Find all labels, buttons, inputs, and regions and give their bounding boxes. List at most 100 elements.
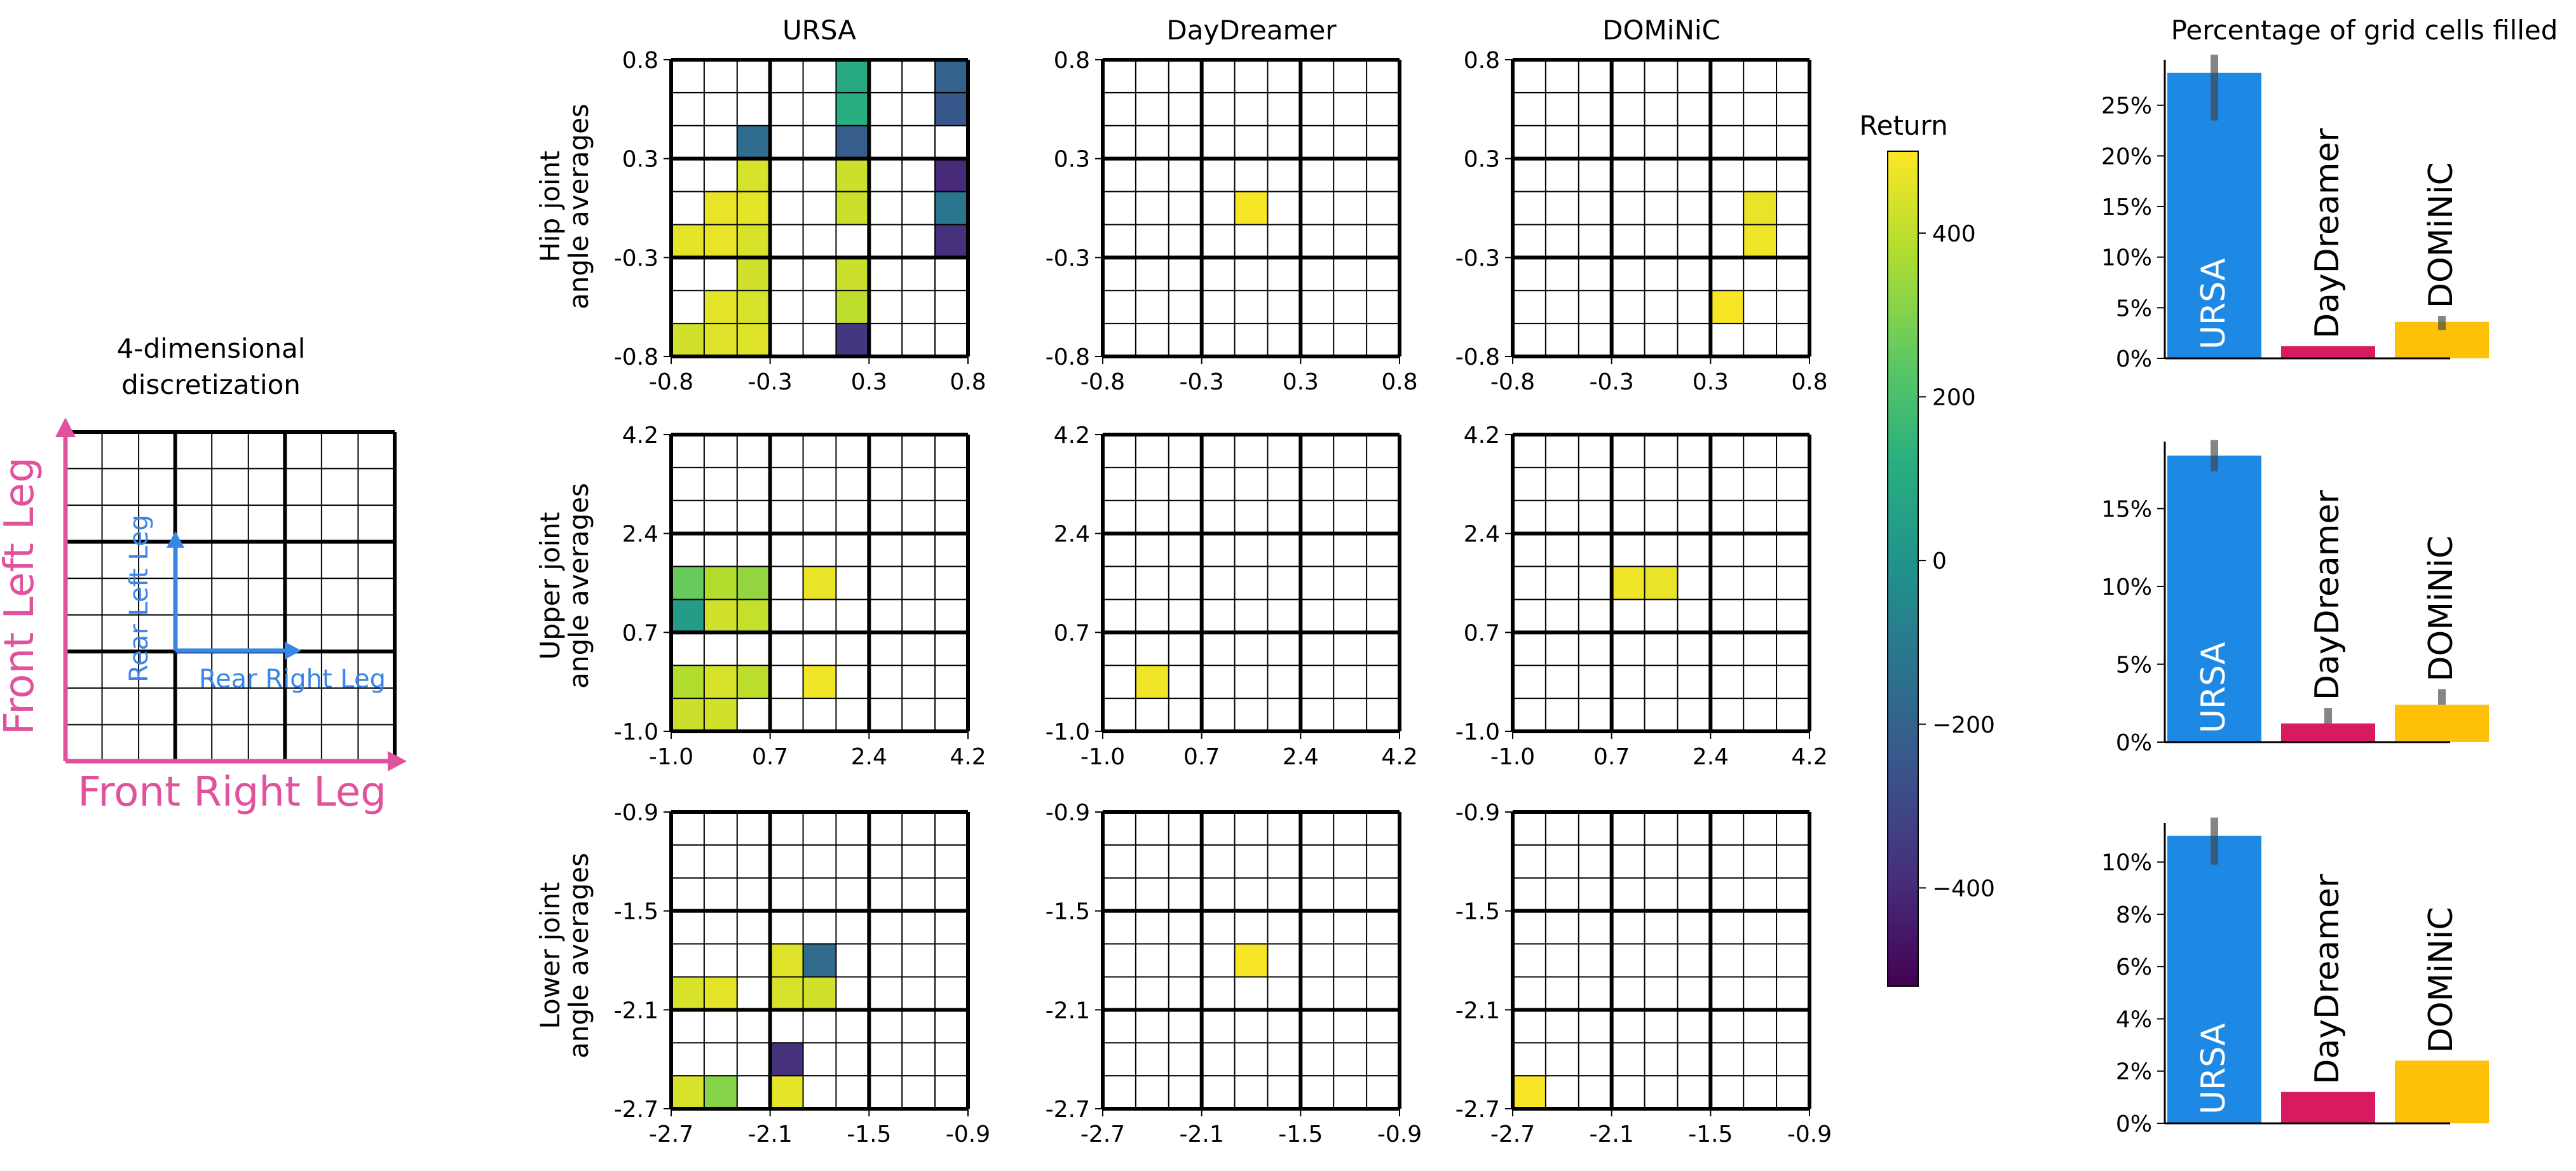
heatmap-cell — [935, 158, 968, 192]
x-tick-label: 0.7 — [1183, 744, 1220, 770]
y-tick-label: -0.9 — [614, 800, 658, 826]
heatmap-cell — [737, 599, 770, 633]
bar — [2281, 723, 2375, 742]
heatmap-cell — [737, 224, 770, 258]
bar — [2395, 705, 2489, 742]
bar-label: URSA — [2195, 1023, 2233, 1114]
front-left-leg-label: Front Left Leg — [0, 457, 43, 735]
y-tick-label: 0.8 — [1054, 48, 1090, 74]
x-tick-label: -2.1 — [1180, 1121, 1224, 1147]
heatmap-cell — [935, 224, 968, 258]
x-tick-label: -0.3 — [1180, 369, 1224, 395]
row-label-lower-line-2: angle averages — [563, 853, 594, 1059]
heatmap-2-3: -1.0 0.7 2.4 4.2 -1.0 0.7 2.4 4.2 — [1455, 423, 1828, 770]
heatmap-1-1: -0.8 -0.3 0.3 0.8 -0.8 -0.3 0.3 0.8 — [614, 48, 986, 395]
colorbar-ticks: 400 200 0 −200 −400 — [1918, 221, 1995, 902]
colorbar-tick-label: −200 — [1932, 712, 1995, 738]
y-tick-label: -1.5 — [614, 899, 658, 925]
x-tick-label: 4.2 — [1791, 744, 1827, 770]
y-tick-label: 10% — [2101, 850, 2152, 876]
y-tick-label: 0% — [2116, 346, 2152, 372]
colorbar: Return 400 200 0 −200 −400 — [1859, 110, 1995, 987]
y-tick-label: 4.2 — [1054, 423, 1090, 449]
heatmap-cell — [836, 257, 869, 291]
x-tick-label: 0.3 — [1693, 369, 1729, 395]
y-tick-label: 2% — [2116, 1059, 2152, 1085]
heatmap-1-2: -0.8 -0.3 0.3 0.8 -0.8 -0.3 0.3 0.8 — [1046, 48, 1418, 395]
bar — [2167, 836, 2261, 1123]
heatmap-cell — [671, 224, 704, 258]
colorbar-tick-label: 400 — [1932, 221, 1976, 247]
x-tick-label: 0.3 — [851, 369, 887, 395]
y-tick-label: 20% — [2101, 144, 2152, 170]
y-tick-label: 0.7 — [1464, 620, 1500, 646]
column-title-daydreamer: DayDreamer — [1166, 15, 1337, 46]
heatmap-cell — [1234, 944, 1268, 977]
y-tick-label: 4.2 — [1464, 423, 1500, 449]
heatmap-cell — [836, 158, 869, 192]
bar-label: DOMiNiC — [2422, 536, 2460, 682]
y-tick-label: 10% — [2101, 574, 2152, 600]
heatmap-cell — [737, 257, 770, 291]
y-tick-label: -2.7 — [1046, 1097, 1090, 1123]
heatmap-cell — [1234, 191, 1268, 225]
heatmap-cell — [1611, 566, 1645, 600]
front-right-leg-label: Front Right Leg — [78, 769, 386, 816]
heatmap-cell — [704, 566, 737, 600]
heatmap-cell — [737, 125, 770, 159]
x-tick-label: -1.0 — [649, 744, 693, 770]
y-tick-label: 10% — [2101, 245, 2152, 271]
heatmap-cell — [671, 566, 704, 600]
y-tick-label: -0.3 — [1046, 245, 1090, 271]
heatmap-cell — [671, 977, 704, 1010]
y-tick-label: 2.4 — [622, 522, 658, 548]
y-tick-label: -2.7 — [614, 1097, 658, 1123]
y-tick-label: 2.4 — [1054, 522, 1090, 548]
heatmap-cell — [770, 944, 803, 977]
heatmap-3-2: -2.7 -2.1 -1.5 -0.9 -2.7 -2.1 -1.5 -0.9 — [1046, 800, 1422, 1147]
x-tick-label: -0.8 — [1490, 369, 1535, 395]
x-tick-label: -1.5 — [1278, 1121, 1323, 1147]
x-tick-label: -1.5 — [847, 1121, 891, 1147]
y-tick-label: -1.0 — [1046, 719, 1090, 745]
bar-label: DayDreamer — [2308, 490, 2347, 700]
x-tick-label: -0.8 — [1080, 369, 1125, 395]
heatmap-cell — [836, 125, 869, 159]
row-label-hip-line-2: angle averages — [563, 104, 594, 309]
x-tick-label: 0.7 — [752, 744, 788, 770]
y-tick-label: -0.8 — [614, 344, 658, 370]
x-tick-label: -2.7 — [1080, 1121, 1125, 1147]
bar-label: URSA — [2195, 642, 2233, 733]
y-tick-label: 2.4 — [1464, 522, 1500, 548]
front-right-leg-axis — [65, 751, 407, 771]
rear-right-leg-axis — [175, 642, 301, 660]
heatmap-3-1: -2.7 -2.1 -1.5 -0.9 -2.7 -2.1 -1.5 -0.9 — [614, 800, 990, 1147]
heatmap-cell — [671, 1076, 704, 1109]
heatmap-cell — [770, 1043, 803, 1076]
bar-chart-1: URSA DayDreamer DOMiNiC 0% 5% 10% 15% 20% 25% — [2101, 55, 2489, 372]
heatmap-cell — [704, 977, 737, 1010]
heatmap-1-3: -0.8 -0.3 0.3 0.8 -0.8 -0.3 0.3 0.8 — [1455, 48, 1828, 395]
column-title-ursa: URSA — [782, 15, 856, 46]
heatmap-cell — [737, 665, 770, 699]
heatmap-cell — [935, 191, 968, 225]
x-tick-label: -0.9 — [1377, 1121, 1422, 1147]
bar-label: DOMiNiC — [2422, 907, 2460, 1053]
y-tick-label: -1.0 — [614, 719, 658, 745]
x-tick-label: -2.1 — [1590, 1121, 1634, 1147]
y-tick-label: -1.5 — [1046, 899, 1090, 925]
x-tick-label: -1.5 — [1688, 1121, 1733, 1147]
y-tick-label: 25% — [2101, 93, 2152, 119]
rear-right-leg-label: Rear Right Leg — [199, 665, 386, 694]
bar-label: DayDreamer — [2308, 128, 2347, 338]
colorbar-tick-label: −400 — [1932, 876, 1995, 902]
heatmap-cell — [704, 599, 737, 633]
y-tick-label: -0.3 — [614, 245, 658, 271]
heatmap-cell — [1644, 566, 1678, 600]
heatmap-cell — [1710, 290, 1744, 324]
heatmap-cell — [737, 323, 770, 356]
heatmap-cell — [1743, 224, 1777, 258]
x-tick-label: 2.4 — [851, 744, 887, 770]
heatmap-cell — [671, 323, 704, 356]
y-tick-label: -0.8 — [1046, 344, 1090, 370]
